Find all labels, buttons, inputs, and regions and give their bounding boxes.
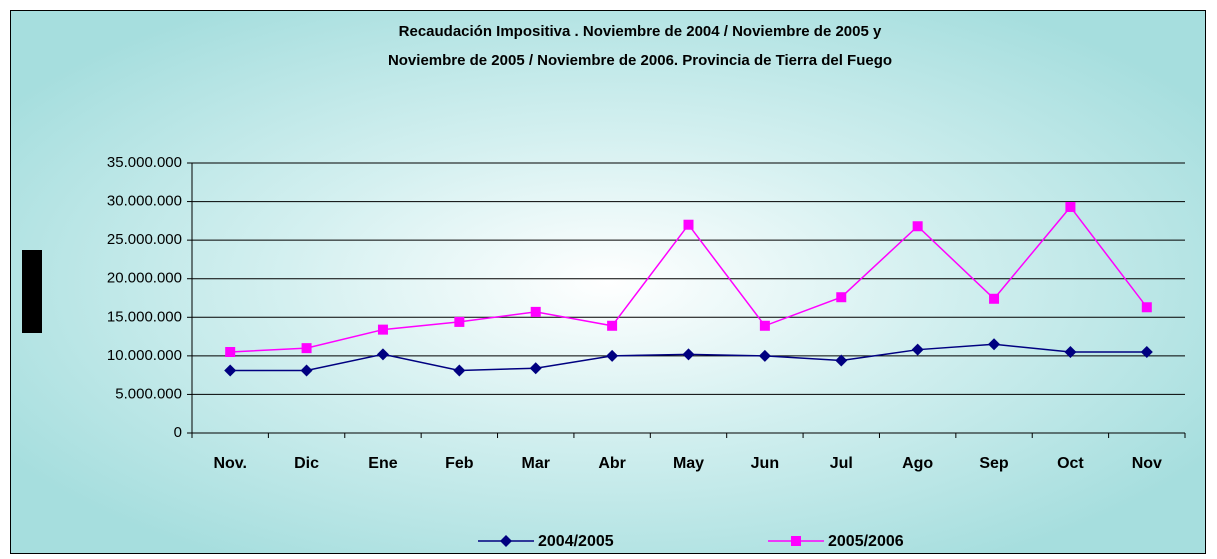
point (758, 349, 771, 362)
legend-label: 2004/2005 (538, 533, 614, 550)
x-tick-label: Abr (598, 455, 626, 472)
x-tick-label: Feb (445, 455, 474, 472)
y-tick-label: 0 (174, 424, 182, 441)
point (912, 221, 923, 232)
x-tick-label: Ene (368, 455, 397, 472)
point (607, 320, 618, 331)
chart-background (10, 10, 1206, 554)
y-tick-label: 30.000.000 (107, 193, 182, 210)
x-tick-label: Nov. (213, 455, 246, 472)
point (529, 362, 542, 375)
point (224, 364, 237, 377)
point (530, 306, 541, 317)
point (301, 343, 312, 354)
chart-title: Noviembre de 2005 / Noviembre de 2006. P… (388, 52, 892, 69)
point (606, 349, 619, 362)
point (1064, 346, 1077, 358)
axis-title-box (22, 250, 42, 333)
x-tick-label: Jun (751, 455, 779, 472)
point (911, 343, 924, 356)
y-tick-label: 35.000.000 (107, 154, 182, 171)
x-tick-label: Nov (1132, 455, 1162, 472)
point (836, 292, 847, 303)
y-tick-label: 25.000.000 (107, 231, 182, 248)
y-tick-label: 20.000.000 (107, 270, 182, 287)
point (453, 364, 466, 377)
x-tick-label: Mar (522, 455, 550, 472)
y-tick-label: 5.000.000 (115, 385, 182, 402)
point (683, 219, 694, 230)
x-tick-label: May (673, 455, 704, 472)
point (1141, 302, 1152, 313)
point (376, 348, 389, 361)
x-tick-label: Sep (979, 455, 1009, 472)
point (682, 348, 695, 361)
point (454, 316, 465, 327)
x-tick-label: Oct (1057, 455, 1084, 472)
y-tick-label: 10.000.000 (107, 347, 182, 364)
x-tick-label: Jul (830, 455, 853, 472)
legend-label: 2005/2006 (828, 533, 904, 550)
legend-marker (500, 535, 512, 547)
point (988, 338, 1001, 351)
legend-marker (791, 536, 801, 546)
chart-title: Recaudación Impositiva . Noviembre de 20… (399, 23, 882, 40)
point (377, 324, 388, 335)
x-tick-label: Ago (902, 455, 933, 472)
point (1140, 346, 1153, 358)
point (300, 364, 313, 377)
point (835, 354, 848, 367)
point (989, 293, 1000, 304)
y-tick-label: 15.000.000 (107, 308, 182, 325)
point (1065, 201, 1076, 212)
x-tick-label: Dic (294, 455, 319, 472)
point (225, 347, 236, 357)
point (759, 320, 770, 331)
